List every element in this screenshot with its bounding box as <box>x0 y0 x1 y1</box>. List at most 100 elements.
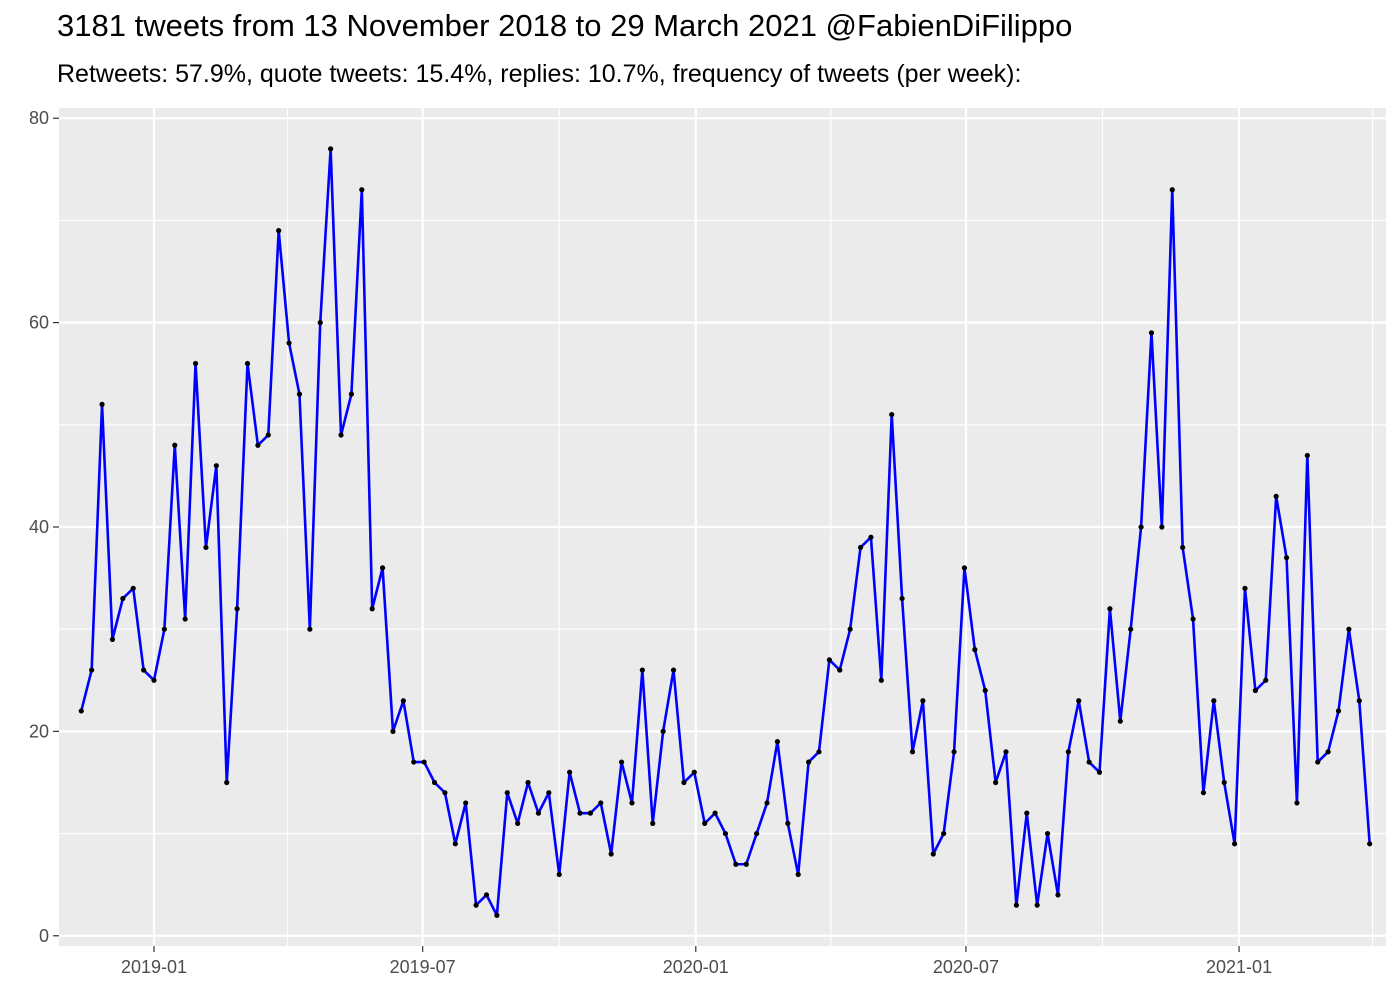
data-point <box>1117 718 1123 724</box>
y-tick-label: 80 <box>29 108 49 128</box>
data-point <box>785 820 791 826</box>
x-tick-label: 2021-01 <box>1206 957 1272 977</box>
data-point <box>99 401 105 407</box>
data-point <box>774 739 781 745</box>
data-point <box>1065 749 1071 755</box>
data-point <box>483 892 490 898</box>
y-axis: 0 20 40 60 80 <box>29 108 59 946</box>
data-point <box>307 626 313 632</box>
data-point <box>1315 759 1321 765</box>
data-point <box>660 728 666 734</box>
chart-subtitle: Retweets: 57.9%, quote tweets: 15.4%, re… <box>57 60 1022 88</box>
chart-title: 3181 tweets from 13 November 2018 to 29 … <box>57 8 1073 43</box>
data-point <box>1055 892 1061 898</box>
data-point <box>1148 330 1155 336</box>
data-point <box>1096 769 1103 775</box>
x-axis: 2019-01 2019-07 2020-01 2020-07 2021-01 <box>121 946 1272 977</box>
data-point <box>494 912 500 918</box>
data-point <box>1190 616 1196 622</box>
data-point <box>1294 800 1300 806</box>
data-point <box>816 749 822 755</box>
data-point <box>1283 555 1290 561</box>
data-point <box>192 360 199 367</box>
data-point <box>1325 749 1331 755</box>
data-point <box>702 820 708 826</box>
data-point <box>442 790 448 796</box>
y-tick-label: 0 <box>39 926 49 946</box>
data-point <box>1304 452 1310 459</box>
data-point <box>587 810 593 816</box>
data-point <box>889 411 895 418</box>
data-point <box>1346 626 1352 632</box>
data-point <box>639 667 645 673</box>
data-point <box>1252 687 1258 694</box>
x-tick-label: 2019-01 <box>121 957 187 977</box>
data-point <box>982 687 988 694</box>
data-point <box>338 432 344 438</box>
data-point <box>1180 544 1186 551</box>
data-point <box>1221 779 1227 786</box>
data-point <box>930 851 936 857</box>
data-point <box>317 320 323 326</box>
data-point <box>161 626 167 632</box>
y-tick-label: 40 <box>29 517 49 537</box>
data-point <box>868 534 874 540</box>
data-point <box>961 565 968 571</box>
data-point <box>244 360 251 367</box>
data-point <box>1159 524 1165 530</box>
data-point <box>1107 606 1113 612</box>
data-point <box>598 800 604 806</box>
data-point <box>909 749 916 755</box>
data-point <box>255 442 261 448</box>
data-point <box>556 871 562 878</box>
data-point <box>733 861 739 867</box>
data-point <box>89 667 95 673</box>
data-point <box>369 606 375 612</box>
data-point <box>764 800 770 806</box>
data-point <box>650 820 656 826</box>
data-point <box>847 626 853 632</box>
data-point <box>379 565 386 571</box>
data-point <box>130 585 136 591</box>
data-point <box>1200 790 1207 796</box>
data-point <box>826 657 832 663</box>
data-point <box>899 595 905 602</box>
data-point <box>234 606 240 612</box>
data-point <box>1211 698 1217 704</box>
data-point <box>743 861 749 867</box>
data-point <box>1003 749 1009 755</box>
data-point <box>1169 187 1175 193</box>
data-point <box>535 810 542 816</box>
data-point <box>857 544 864 551</box>
data-point <box>629 800 635 806</box>
data-point <box>348 391 355 397</box>
data-point <box>1335 708 1342 714</box>
data-point <box>224 779 230 786</box>
data-point <box>276 228 282 234</box>
data-point <box>712 810 718 816</box>
data-point <box>691 769 697 775</box>
data-point <box>473 902 479 908</box>
data-point <box>546 790 552 796</box>
data-point <box>525 779 531 786</box>
data-point <box>608 851 614 857</box>
y-tick-label: 60 <box>29 313 49 333</box>
data-point <box>837 667 843 673</box>
data-point <box>452 841 458 847</box>
data-point <box>504 790 510 796</box>
data-point <box>951 749 957 755</box>
data-point <box>972 647 978 653</box>
data-point <box>328 146 334 152</box>
data-point <box>296 391 303 397</box>
series-tweets <box>78 146 1373 918</box>
data-point <box>567 769 573 775</box>
x-tick-label: 2020-07 <box>933 957 999 977</box>
data-point <box>1076 698 1082 704</box>
data-point <box>172 442 178 448</box>
data-point <box>670 667 677 673</box>
data-point <box>421 759 427 765</box>
data-point <box>286 340 292 346</box>
data-point <box>1273 493 1279 499</box>
data-point <box>920 698 926 704</box>
